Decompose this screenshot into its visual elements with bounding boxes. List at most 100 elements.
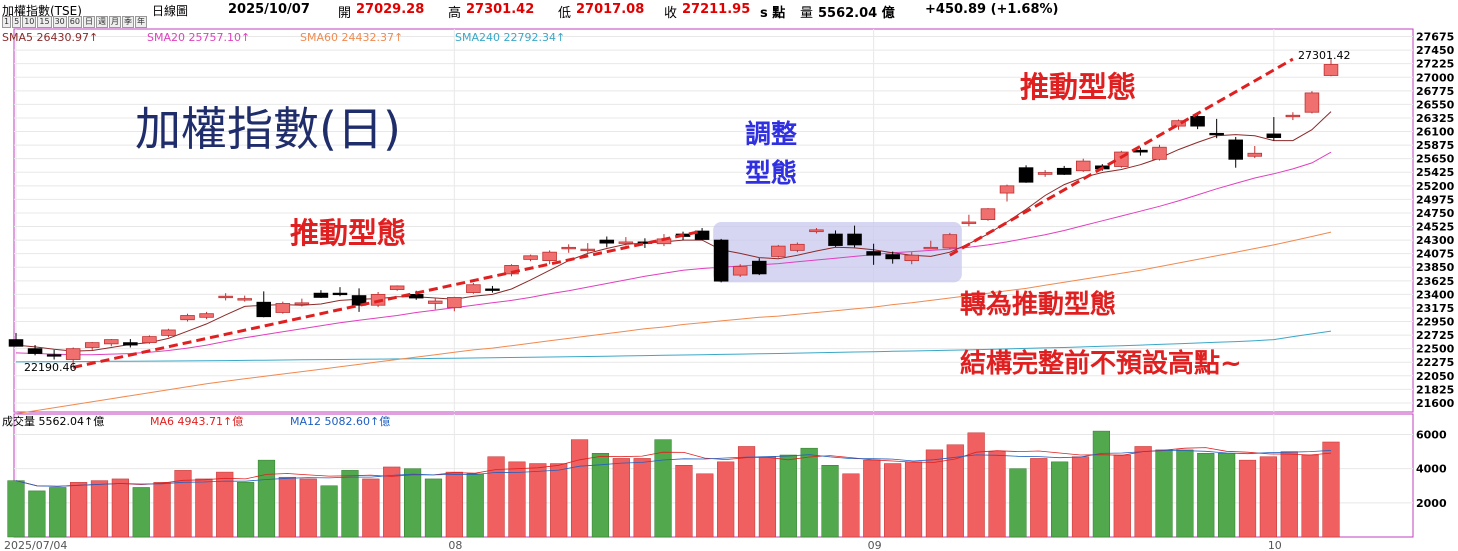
annotation-push-2: 推動型態 <box>1020 70 1136 104</box>
price-tick-label: 25875 <box>1416 139 1454 152</box>
volume-bar <box>717 461 735 538</box>
volume-bar <box>90 480 109 538</box>
low-value-label: 22190.46 <box>24 361 77 374</box>
price-tick-label: 26550 <box>1416 98 1455 111</box>
period-button-1[interactable]: 5 <box>12 16 22 28</box>
candle-body <box>618 241 634 244</box>
candle-body <box>332 292 348 296</box>
volume-bar <box>779 454 797 538</box>
candle-body <box>1018 167 1034 183</box>
candle-body <box>1056 167 1072 175</box>
candle-body <box>809 229 824 233</box>
candle-body <box>771 245 786 257</box>
volume-label: 量 <box>800 6 814 21</box>
quote-date: 2025/10/07 <box>228 2 310 17</box>
candle <box>428 298 443 310</box>
price-tick-label: 23625 <box>1416 275 1454 288</box>
price-tick-label: 26775 <box>1416 85 1454 98</box>
sma20-line <box>15 151 1332 356</box>
candle-body <box>27 348 43 354</box>
candle-body <box>84 342 100 348</box>
period-button-5[interactable]: 60 <box>67 16 82 28</box>
volume-bar <box>529 463 547 538</box>
price-tick-label: 21825 <box>1416 383 1454 396</box>
candle <box>828 230 843 247</box>
legend-sma240: SMA240 22792.34↑ <box>455 31 565 44</box>
candle-body <box>1190 116 1205 127</box>
volume-bar <box>675 465 693 538</box>
volume-bar <box>842 473 860 538</box>
candle <box>161 328 176 338</box>
volume-bar <box>1113 454 1131 538</box>
period-button-9[interactable]: 季 <box>121 16 134 28</box>
volume-bar <box>1071 456 1090 538</box>
candle-body <box>104 339 119 345</box>
price-tick-label: 22500 <box>1416 343 1455 356</box>
candle <box>732 264 748 277</box>
volume-tick-label: 4000 <box>1416 463 1447 476</box>
open-label: 開 <box>338 6 352 21</box>
period-button-6[interactable]: 日 <box>82 16 95 28</box>
price-tick-label: 25425 <box>1416 166 1454 179</box>
price-tick-label: 26325 <box>1416 112 1454 125</box>
volume-bar <box>403 468 422 538</box>
volume-bar <box>1197 453 1215 538</box>
candle-body <box>523 255 538 260</box>
candle <box>466 282 481 294</box>
candle-body <box>999 185 1015 194</box>
volume-bar <box>132 487 150 538</box>
candle <box>904 252 919 265</box>
volume-bar <box>424 478 443 538</box>
candle-body <box>180 315 195 321</box>
volume-tick-label: 2000 <box>1416 497 1447 510</box>
candle-body <box>1209 132 1224 136</box>
price-tick-label: 25200 <box>1416 180 1455 193</box>
volume-bar <box>383 466 401 538</box>
candle-body <box>866 251 881 256</box>
price-tick-label: 26100 <box>1416 126 1455 139</box>
period-button-3[interactable]: 15 <box>37 16 52 28</box>
volume-bar <box>1176 449 1194 538</box>
candle <box>923 240 939 250</box>
candle <box>1228 136 1243 168</box>
candle-body <box>1323 64 1339 76</box>
period-button-8[interactable]: 月 <box>108 16 121 28</box>
candle <box>847 225 862 248</box>
period-button-2[interactable]: 10 <box>22 16 37 28</box>
legend-ma12: MA12 5082.60↑億 <box>290 415 390 428</box>
period-button-0[interactable]: 1 <box>2 16 12 28</box>
candle <box>142 335 157 344</box>
consolidation-box <box>713 222 962 283</box>
candle-body <box>275 303 291 313</box>
candle-body <box>923 246 939 250</box>
candle-body <box>980 208 996 220</box>
high-label: 高 <box>448 6 462 21</box>
candle <box>961 214 977 227</box>
volume-bar <box>299 478 317 538</box>
candle-body <box>561 246 576 250</box>
period-button-10[interactable]: 年 <box>134 16 147 28</box>
candle <box>1037 170 1053 177</box>
candle-body <box>237 298 252 301</box>
candle <box>1285 112 1301 121</box>
candle <box>618 237 634 246</box>
legend-sma60: SMA60 24432.37↑ <box>300 31 403 44</box>
price-tick-label: 24075 <box>1416 248 1454 261</box>
candle <box>237 295 252 302</box>
volume-bar <box>1051 461 1069 538</box>
annotation-structure: 結構完整前不預設高點~ <box>960 348 1242 379</box>
volume-value: 5562.04 億 <box>818 6 895 21</box>
volume-bar <box>237 482 255 538</box>
annotation-push-1: 推動型態 <box>290 216 406 250</box>
candle-body <box>8 339 24 347</box>
volume-bar <box>174 470 192 538</box>
candle <box>180 313 195 322</box>
price-tick-label: 27675 <box>1416 31 1454 44</box>
candle <box>256 291 272 318</box>
period-button-7[interactable]: 週 <box>95 16 108 28</box>
candle <box>523 254 538 262</box>
price-tick-label: 23400 <box>1416 288 1455 301</box>
annotation-turn: 轉為推動型態 <box>960 289 1116 320</box>
candle <box>1190 114 1205 130</box>
period-button-4[interactable]: 30 <box>52 16 67 28</box>
